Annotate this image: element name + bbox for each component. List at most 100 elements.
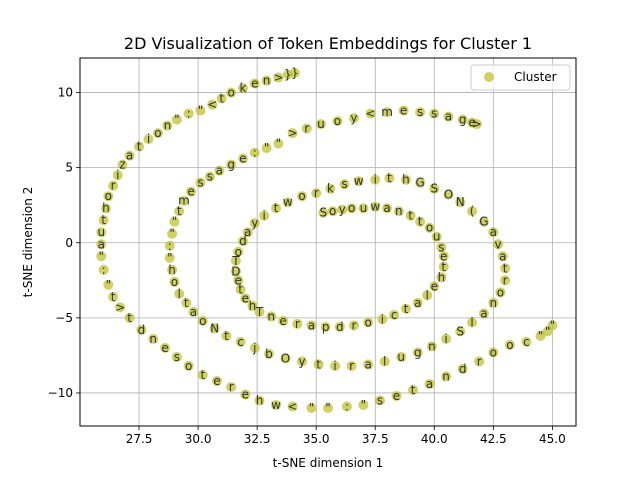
point-label: o — [426, 221, 433, 235]
data-point — [98, 215, 109, 226]
point-label: a — [190, 305, 197, 319]
point-label: t — [316, 357, 321, 371]
data-point — [467, 317, 478, 328]
data-point — [415, 216, 426, 227]
data-point — [341, 401, 352, 412]
point-label: > — [273, 71, 283, 85]
data-point — [96, 227, 107, 238]
data-point — [117, 159, 128, 170]
data-point — [412, 297, 423, 308]
data-point — [207, 99, 218, 110]
point-label: t — [219, 92, 224, 106]
point-label: e — [242, 387, 249, 401]
point-label: c — [237, 335, 244, 349]
data-point — [497, 251, 508, 262]
y-axis-ticks: −10 −5 0 5 10 — [48, 86, 80, 400]
point-label: : — [187, 107, 191, 121]
data-point — [396, 351, 407, 362]
point-label: " — [174, 113, 180, 127]
point-label: n — [395, 204, 403, 218]
data-point — [209, 323, 220, 334]
data-point — [441, 371, 452, 382]
point-label: a — [490, 225, 497, 239]
data-point — [174, 288, 185, 299]
point-label: t — [408, 209, 413, 223]
point-label: a — [426, 377, 433, 391]
point-label: h — [168, 263, 176, 277]
point-label: < — [207, 98, 217, 112]
data-point — [181, 297, 192, 308]
point-label: u — [397, 350, 405, 364]
point-label: G — [479, 215, 488, 229]
data-point — [197, 315, 208, 326]
data-point — [259, 210, 270, 221]
data-point — [211, 375, 222, 386]
data-point — [254, 306, 265, 317]
point-label: r — [503, 273, 508, 287]
point-label: " — [167, 251, 173, 265]
data-point — [370, 201, 381, 212]
point-label: a — [480, 306, 487, 320]
point-label: > — [288, 126, 298, 140]
data-point — [337, 204, 348, 215]
data-point — [103, 279, 114, 290]
data-point — [287, 401, 298, 412]
point-label: s — [377, 393, 383, 407]
legend-box — [470, 64, 571, 91]
data-point — [493, 239, 504, 250]
y-tick-label: −5 — [55, 311, 73, 325]
data-point — [408, 384, 419, 395]
point-label: r — [111, 179, 116, 193]
data-point — [169, 216, 180, 227]
y-tick-label: 0 — [65, 236, 73, 250]
point-label: b — [265, 347, 273, 361]
point-label: } — [284, 68, 292, 82]
point-label: o — [506, 338, 513, 352]
x-tick-label: 45.0 — [539, 432, 566, 446]
point-label: " — [264, 141, 270, 155]
data-point — [240, 293, 251, 304]
data-point — [249, 342, 260, 353]
point-label: n — [490, 296, 498, 310]
data-point — [311, 188, 322, 199]
data-point — [443, 189, 454, 200]
data-point — [504, 339, 515, 350]
data-point — [98, 264, 109, 275]
data-point — [429, 281, 440, 292]
data-point — [424, 378, 435, 389]
data-point — [249, 78, 260, 89]
point-label: d — [459, 362, 467, 376]
point-label: n — [428, 339, 436, 353]
point-label: i — [333, 359, 336, 373]
data-point — [318, 207, 329, 218]
point-label: > — [115, 300, 125, 314]
data-point — [237, 236, 248, 247]
data-point — [247, 300, 258, 311]
data-point — [183, 108, 194, 119]
data-point — [242, 227, 253, 238]
x-axis-label: t-SNE dimension 1 — [273, 456, 384, 470]
point-label: r — [229, 380, 234, 394]
point-label: o — [334, 114, 341, 128]
data-point — [112, 170, 123, 181]
data-point — [167, 264, 178, 275]
x-tick-label: 32.5 — [244, 432, 271, 446]
point-label: t — [503, 261, 508, 275]
point-label: > — [472, 117, 482, 131]
data-point — [478, 216, 489, 227]
y-tick-label: −10 — [48, 386, 73, 400]
data-point — [108, 180, 119, 191]
point-label: s — [207, 170, 213, 184]
data-point — [195, 105, 206, 116]
point-label: t — [177, 204, 182, 218]
data-point — [488, 227, 499, 238]
point-label: h — [256, 393, 264, 407]
point-label: o — [105, 189, 112, 203]
point-label: n — [164, 119, 172, 133]
point-label: u — [97, 225, 105, 239]
data-point — [325, 183, 336, 194]
data-point — [332, 116, 343, 127]
data-point — [134, 141, 145, 152]
point-label: : — [102, 263, 106, 277]
data-point — [266, 311, 277, 322]
